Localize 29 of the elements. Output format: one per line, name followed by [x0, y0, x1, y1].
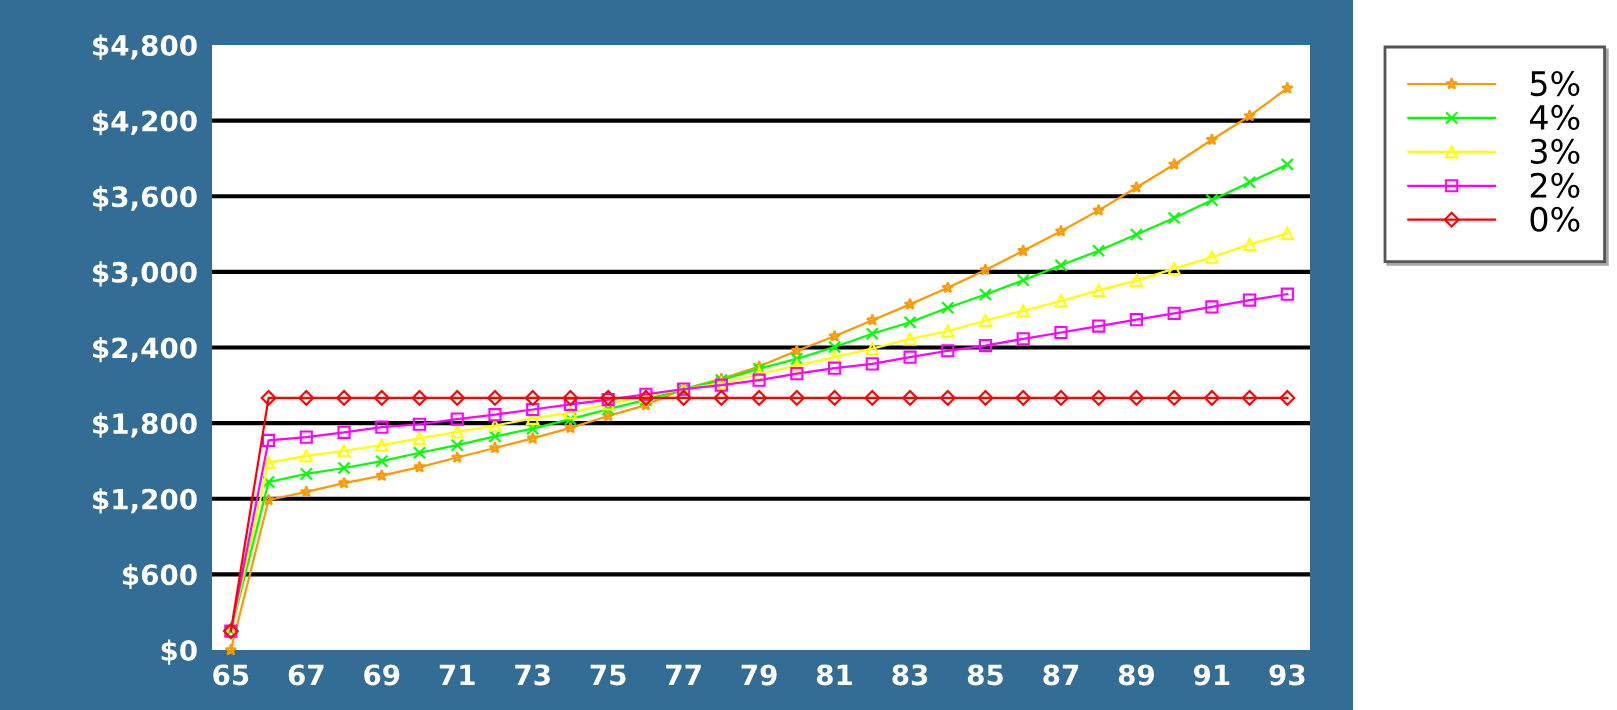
legend-label: 3% — [1530, 138, 1580, 164]
x-tick-label: 77 — [666, 664, 701, 685]
x-tick-label: 65 — [213, 664, 249, 686]
x-tick-label: 67 — [288, 664, 324, 686]
x-tick-label: 85 — [967, 664, 1003, 686]
legend-label: 4% — [1529, 104, 1580, 131]
legend-label: 5% — [1530, 70, 1580, 97]
x-tick-label: 69 — [364, 664, 400, 686]
x-tick-label: 83 — [892, 664, 928, 686]
y-tick-label: $3,600 — [93, 185, 197, 211]
y-tick-label: $600 — [122, 563, 197, 590]
y-tick-label: $1,200 — [93, 488, 197, 514]
legend-label: 0% — [1530, 206, 1580, 232]
y-tick-label: $4,800 — [93, 34, 197, 60]
y-tick-label: $0 — [161, 639, 197, 665]
x-tick-label: 91 — [1194, 664, 1230, 686]
x-tick-label: 71 — [439, 664, 475, 685]
x-tick-label: 81 — [816, 664, 852, 686]
x-tick-label: 93 — [1269, 664, 1305, 686]
x-tick-label: 75 — [590, 664, 626, 686]
y-tick-label: $4,200 — [93, 110, 197, 136]
x-tick-label: 87 — [1043, 664, 1079, 686]
x-tick-label: 89 — [1118, 664, 1154, 686]
x-tick-label: 73 — [515, 664, 550, 686]
y-tick-label: $3,000 — [93, 261, 197, 287]
y-tick-label: $1,800 — [93, 412, 197, 438]
x-tick-label: 79 — [741, 664, 777, 686]
y-tick-label: $2,400 — [93, 336, 197, 363]
legend-label: 2% — [1530, 172, 1580, 198]
